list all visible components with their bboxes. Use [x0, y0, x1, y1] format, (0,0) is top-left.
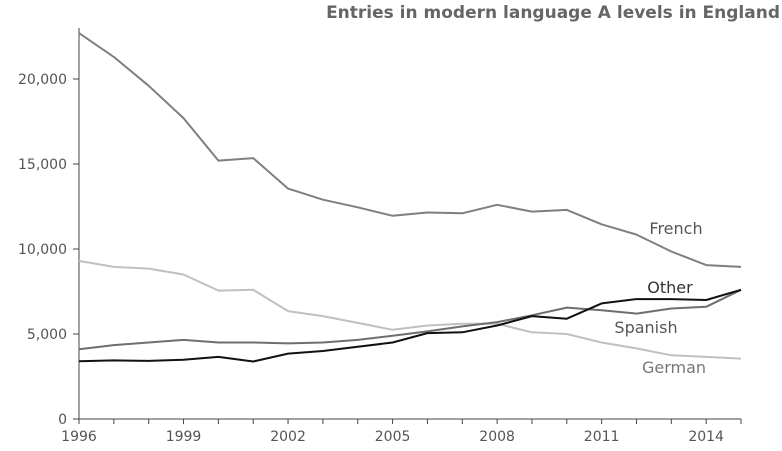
x-tick-label: 2014: [688, 429, 724, 445]
x-tick-label: 1999: [166, 429, 202, 445]
series-line-french: [78, 32, 742, 268]
series-label-spanish: Spanish: [614, 318, 677, 337]
y-tick-label: 20,000: [18, 72, 67, 88]
chart-title: Entries in modern language A levels in E…: [326, 3, 780, 23]
y-tick-label: 10,000: [18, 242, 67, 258]
series-label-other: Other: [647, 278, 693, 297]
x-tick-label: 2002: [270, 429, 306, 445]
x-tick-label: 1996: [61, 429, 97, 445]
x-tick-label: 2011: [584, 429, 620, 445]
y-tick-label: 0: [58, 412, 67, 428]
series-line-spanish: [78, 288, 742, 351]
y-tick-label: 15,000: [18, 157, 67, 173]
series-line-german: [78, 259, 742, 360]
series-line-other: [78, 288, 742, 363]
series-label-german: German: [642, 358, 706, 377]
x-tick-label: 2005: [375, 429, 411, 445]
y-tick-label: 5,000: [27, 327, 67, 343]
series-label-french: French: [649, 219, 702, 238]
x-tick-label: 2008: [479, 429, 515, 445]
